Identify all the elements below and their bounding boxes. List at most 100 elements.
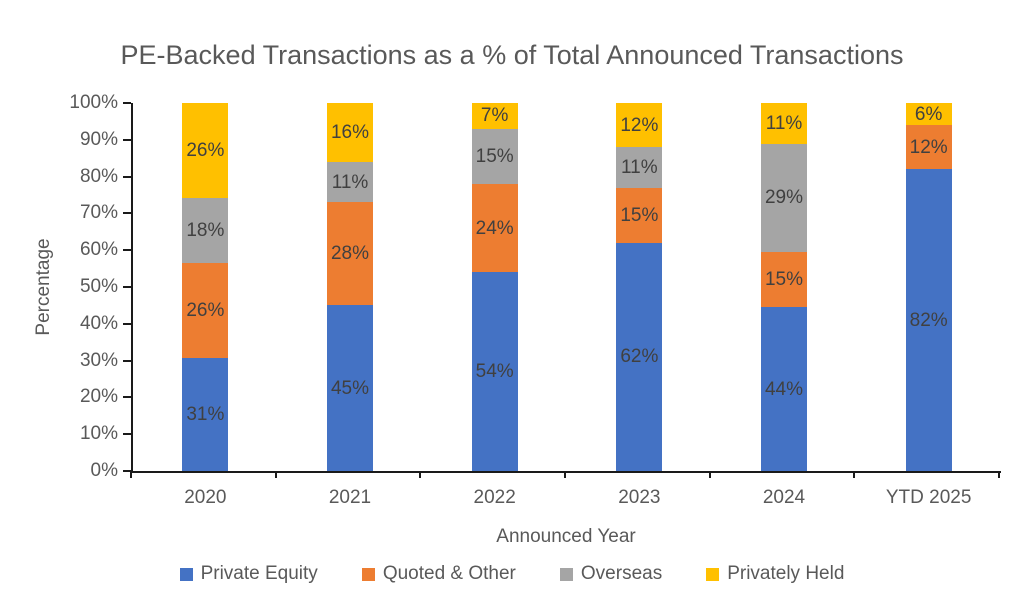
legend-label: Quoted & Other	[382, 563, 516, 584]
x-axis-title: Announced Year	[496, 526, 636, 547]
bar-segment-label: 16%	[330, 121, 370, 143]
bar-segment: 12%	[905, 125, 952, 170]
bar-segment-label: 11%	[765, 112, 803, 134]
bar-segment: 28%	[327, 202, 373, 306]
plot-area	[131, 103, 1001, 473]
bar-segment: 24%	[471, 183, 518, 273]
bar-segment: 82%	[905, 169, 952, 471]
legend-swatch	[179, 567, 193, 581]
bar-segment: 62%	[616, 242, 663, 471]
bar-segment-label: 11%	[621, 156, 658, 178]
x-category-label: 2022	[473, 487, 516, 508]
bar-column: 54% 24% 15% 7%	[471, 103, 518, 471]
bar-segment: 44%	[761, 307, 807, 471]
bar-segment-label: 7%	[480, 105, 509, 127]
bar-column: 62% 15% 11% 12%	[616, 103, 663, 471]
bar-segment-label: 15%	[475, 145, 514, 167]
x-category-label: 2021	[328, 487, 372, 508]
x-tick-mark	[853, 471, 856, 478]
bar-column: 31% 26% 18% 26%	[182, 103, 229, 471]
bar-segment-label: 15%	[620, 204, 659, 226]
y-tick-mark	[123, 396, 131, 399]
y-tick-mark	[123, 102, 131, 104]
bar-segment-label: 15%	[764, 269, 804, 291]
y-tick-label: 70%	[79, 202, 118, 224]
x-tick-mark	[564, 471, 566, 478]
legend-item: Privately Held	[706, 563, 844, 585]
y-tick-label: 60%	[79, 239, 118, 261]
chart-title: PE-Backed Transactions as a % of Total A…	[120, 40, 904, 70]
legend-item: Quoted & Other	[361, 563, 516, 585]
bar-segment: 7%	[471, 103, 518, 129]
x-category-label: 2020	[184, 487, 227, 508]
x-tick-mark	[274, 471, 277, 478]
legend-label: Privately Held	[727, 563, 845, 584]
bar-segment-label: 45%	[330, 377, 370, 399]
y-tick-mark	[123, 286, 131, 288]
bar-column: 44% 15% 29% 11%	[761, 103, 807, 471]
bar-segment: 26%	[182, 103, 229, 198]
legend-item: Overseas	[559, 563, 663, 585]
bar-segment-label: 24%	[475, 217, 514, 239]
y-tick-mark	[123, 359, 131, 362]
legend-label: Overseas	[580, 563, 663, 584]
bar-segment-label: 6%	[914, 103, 943, 125]
x-tick-mark	[130, 471, 132, 478]
bar-segment: 6%	[905, 103, 952, 126]
bar-segment: 54%	[471, 272, 518, 471]
bar-segment: 15%	[616, 187, 663, 243]
x-category-label: 2023	[618, 487, 661, 508]
bar-segment: 12%	[616, 103, 663, 148]
legend-item: Private Equity	[179, 563, 318, 585]
x-category-label: 2024	[762, 487, 806, 508]
y-tick-label: 30%	[79, 349, 118, 371]
y-tick-mark	[123, 322, 131, 325]
bar-segment-label: 31%	[186, 404, 225, 426]
y-tick-label: 20%	[79, 386, 118, 408]
bar-segment: 18%	[182, 197, 229, 264]
bar-segment-label: 12%	[909, 136, 948, 158]
bar-segment-label: 28%	[330, 243, 370, 265]
x-category-label: YTD 2025	[885, 487, 972, 508]
y-tick-mark	[123, 470, 131, 472]
bar-segment-label: 26%	[186, 139, 225, 161]
bar-segment-label: 26%	[186, 300, 225, 322]
bar-segment-label: 29%	[764, 187, 804, 209]
bar-segment: 11%	[616, 147, 663, 188]
bar-column: 45% 28% 11% 16%	[327, 103, 373, 471]
bar-segment-label: 44%	[764, 378, 804, 400]
legend-swatch	[361, 567, 375, 581]
bar-segment: 16%	[327, 103, 373, 162]
legend-label: Private Equity	[200, 563, 318, 584]
y-tick-label: 0%	[90, 460, 118, 481]
y-tick-mark	[123, 433, 131, 436]
bar-segment: 26%	[182, 263, 229, 359]
y-tick-label: 100%	[69, 92, 118, 113]
bar-segment: 15%	[761, 251, 807, 308]
y-tick-label: 40%	[79, 312, 118, 334]
y-tick-label: 50%	[79, 276, 118, 297]
bar-segment: 11%	[327, 161, 373, 203]
bar-segment-label: 62%	[620, 346, 659, 368]
x-tick-mark	[419, 471, 422, 478]
x-tick-mark	[708, 471, 711, 478]
bar-segment: 45%	[327, 305, 373, 471]
y-tick-mark	[123, 212, 131, 215]
legend-swatch	[706, 567, 720, 581]
bar-segment: 31%	[182, 358, 229, 471]
y-tick-label: 10%	[79, 423, 118, 445]
legend: Private Equity Quoted & Other Overseas Priv…	[0, 563, 1024, 585]
bar-column: 82% 12% 6%	[905, 103, 952, 471]
bar-segment-label: 11%	[331, 171, 369, 193]
bar-segment: 15%	[471, 128, 518, 184]
bar-segment-label: 18%	[186, 220, 225, 242]
y-tick-mark	[123, 249, 131, 252]
bar-segment: 11%	[761, 103, 807, 144]
x-tick-mark	[998, 471, 1000, 478]
y-tick-mark	[123, 138, 131, 141]
y-tick-label: 90%	[79, 128, 118, 150]
bar-segment-label: 54%	[475, 361, 514, 383]
bar-segment-label: 82%	[909, 309, 948, 331]
y-tick-label: 80%	[79, 165, 118, 187]
